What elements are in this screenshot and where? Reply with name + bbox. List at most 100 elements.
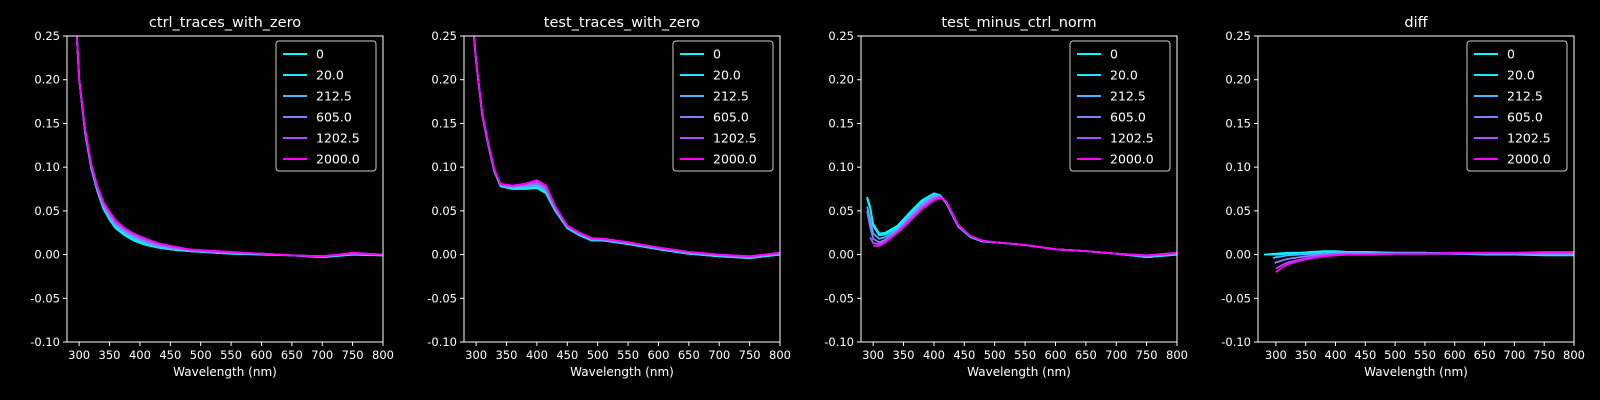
y-tick-label: 0.25: [1225, 29, 1251, 43]
chart-title: ctrl_traces_with_zero: [149, 15, 301, 31]
y-tick-label: 0.25: [34, 29, 60, 43]
x-tick-label: 450: [556, 348, 578, 362]
x-tick-label: 450: [159, 348, 181, 362]
y-tick-label: 0.20: [1225, 73, 1251, 87]
legend-label: 20.0: [316, 68, 344, 83]
x-tick-label: 450: [953, 348, 975, 362]
legend-label: 605.0: [713, 110, 749, 125]
x-tick-label: 600: [1044, 348, 1066, 362]
x-tick-label: 450: [1354, 348, 1376, 362]
plot-frame: [860, 35, 1178, 343]
x-tick-label: 500: [984, 348, 1006, 362]
plot-frame: [463, 35, 781, 343]
x-tick-label: 800: [769, 348, 791, 362]
x-tick-label: 800: [1563, 348, 1585, 362]
x-tick-label: 650: [678, 348, 700, 362]
legend-label: 20.0: [1110, 68, 1138, 83]
x-tick-label: 700: [708, 348, 730, 362]
series-line-2000.0: [75, 36, 383, 258]
chart-panel-2: test_traces_with_zero 300 350 400 450 500 550 6…: [427, 15, 791, 379]
y-tick-label: -0.10: [30, 335, 60, 349]
x-tick-label: 350: [1295, 348, 1317, 362]
x-tick-label: 800: [372, 348, 394, 362]
plot-frame: [1257, 35, 1575, 343]
legend: 0 20.0 212.5 605.0 1202.5 2000.0: [1069, 40, 1171, 172]
y-tick-label: 0.20: [431, 73, 457, 87]
x-tick-label: 300: [68, 348, 90, 362]
plot-frame: [66, 35, 384, 343]
y-tick-label: 0.00: [828, 248, 854, 262]
legend-label: 2000.0: [316, 152, 360, 167]
x-tick-label: 400: [129, 348, 151, 362]
x-tick-label: 300: [1265, 348, 1287, 362]
legend-label: 0: [713, 47, 721, 62]
legend-label: 2000.0: [713, 152, 757, 167]
y-tick-label: 0.00: [34, 248, 60, 262]
legend-label: 20.0: [713, 68, 741, 83]
x-tick-label: 350: [99, 348, 121, 362]
chart-panel-4: diff 300 350 400 450 500 550 600 650 700 750 800 -0.…: [1221, 15, 1585, 379]
y-tick-label: 0.05: [34, 204, 60, 218]
y-tick-label: 0.15: [828, 116, 854, 130]
chart-title: diff: [1404, 15, 1428, 31]
y-tick-label: 0.20: [34, 73, 60, 87]
x-tick-label: 700: [311, 348, 333, 362]
legend-label: 0: [316, 47, 324, 62]
series-line-2000.0: [473, 36, 780, 258]
x-tick-label: 600: [250, 348, 272, 362]
y-tick-label: -0.05: [30, 291, 60, 305]
x-tick-label: 400: [1325, 348, 1347, 362]
y-tick-label: 0.15: [34, 116, 60, 130]
y-tick-label: 0.25: [431, 29, 457, 43]
legend-label: 212.5: [1110, 89, 1146, 104]
legend: 0 20.0 212.5 605.0 1202.5 2000.0: [1466, 40, 1568, 172]
legend-label: 605.0: [1110, 110, 1146, 125]
x-tick-label: 500: [587, 348, 609, 362]
legend-label: 20.0: [1507, 68, 1535, 83]
chart-panel-1: ctrl_traces_with_zero 300 350 400 450 500 550 6…: [30, 15, 394, 379]
y-tick-label: 0.10: [431, 160, 457, 174]
x-tick-label: 300: [862, 348, 884, 362]
y-tick-label: 0.20: [828, 73, 854, 87]
series-line-2000.0: [1275, 250, 1574, 273]
y-tick-label: -0.05: [1221, 291, 1251, 305]
x-axis-label: Wavelength (nm): [570, 365, 674, 379]
y-tick-label: 0.25: [828, 29, 854, 43]
y-tick-label: 0.05: [1225, 204, 1251, 218]
legend-label: 0: [1110, 47, 1118, 62]
x-tick-label: 700: [1105, 348, 1127, 362]
x-tick-label: 400: [526, 348, 548, 362]
x-tick-label: 550: [1414, 348, 1436, 362]
x-tick-label: 750: [739, 348, 761, 362]
legend-label: 1202.5: [316, 131, 360, 146]
x-tick-label: 350: [893, 348, 915, 362]
x-tick-label: 500: [190, 348, 212, 362]
series-lines: [1263, 250, 1574, 273]
series-lines: [473, 36, 780, 260]
x-tick-label: 500: [1384, 348, 1406, 362]
legend: 0 20.0 212.5 605.0 1202.5 2000.0: [275, 40, 377, 172]
x-tick-label: 600: [647, 348, 669, 362]
legend-label: 2000.0: [1507, 152, 1551, 167]
y-tick-label: 0.05: [828, 204, 854, 218]
x-tick-label: 650: [1474, 348, 1496, 362]
legend-label: 212.5: [316, 89, 352, 104]
x-tick-label: 600: [1444, 348, 1466, 362]
y-tick-label: 0.10: [1225, 160, 1251, 174]
chart-title: test_traces_with_zero: [544, 15, 701, 31]
series-lines: [75, 36, 383, 259]
y-tick-label: 0.00: [431, 248, 457, 262]
x-tick-label: 400: [923, 348, 945, 362]
x-tick-label: 650: [281, 348, 303, 362]
y-tick-label: 0.05: [431, 204, 457, 218]
x-axis-label: Wavelength (nm): [967, 365, 1071, 379]
x-tick-label: 750: [342, 348, 364, 362]
x-axis-label: Wavelength (nm): [173, 365, 277, 379]
x-tick-label: 700: [1503, 348, 1525, 362]
x-tick-label: 750: [1533, 348, 1555, 362]
legend: 0 20.0 212.5 605.0 1202.5 2000.0: [672, 40, 774, 172]
y-tick-label: -0.05: [824, 291, 854, 305]
x-tick-label: 300: [465, 348, 487, 362]
y-tick-label: -0.10: [427, 335, 457, 349]
